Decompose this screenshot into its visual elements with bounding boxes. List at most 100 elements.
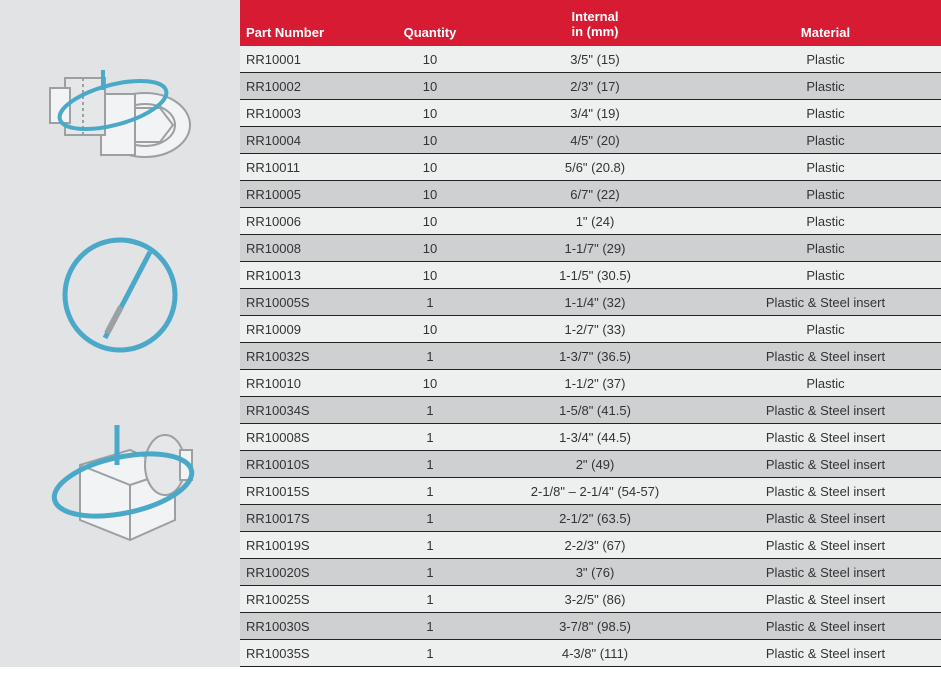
cell-part: RR10020S [240,565,380,580]
table-column: Part Number Quantity Internal in (mm) Ma… [240,0,941,667]
table-row: RR10030S13-7/8" (98.5)Plastic & Steel in… [240,613,941,640]
cell-part: RR10001 [240,52,380,67]
cell-material: Plastic [710,79,941,94]
table-body: RR10001103/5" (15)PlasticRR10002102/3" (… [240,46,941,667]
cell-internal: 1-1/2" (37) [480,376,710,391]
table-row: RR10025S13-2/5" (86)Plastic & Steel inse… [240,586,941,613]
header-internal-line2: in (mm) [486,24,704,40]
table-row: RR10004104/5" (20)Plastic [240,127,941,154]
cell-part: RR10009 [240,322,380,337]
cell-internal: 1-3/7" (36.5) [480,349,710,364]
header-material: Material [710,21,941,46]
cell-internal: 1" (24) [480,214,710,229]
cell-material: Plastic [710,52,941,67]
cell-qty: 1 [380,349,480,364]
cell-qty: 1 [380,511,480,526]
cell-part: RR10015S [240,484,380,499]
cell-qty: 10 [380,133,480,148]
table-row: RR10005S11-1/4" (32)Plastic & Steel inse… [240,289,941,316]
cell-internal: 2-1/8" – 2-1/4" (54-57) [480,484,710,499]
cell-internal: 6/7" (22) [480,187,710,202]
cell-material: Plastic [710,322,941,337]
cell-part: RR10008S [240,430,380,445]
cell-qty: 1 [380,538,480,553]
cell-internal: 3/5" (15) [480,52,710,67]
cell-internal: 1-1/5" (30.5) [480,268,710,283]
cell-qty: 1 [380,565,480,580]
cell-qty: 10 [380,268,480,283]
cell-part: RR10030S [240,619,380,634]
cell-part: RR10034S [240,403,380,418]
cell-part: RR10010S [240,457,380,472]
cell-part: RR10005S [240,295,380,310]
cell-internal: 4-3/8" (111) [480,646,710,661]
table-row: RR10011105/6" (20.8)Plastic [240,154,941,181]
cell-part: RR10017S [240,511,380,526]
cell-internal: 3-2/5" (86) [480,592,710,607]
cell-qty: 1 [380,295,480,310]
cell-internal: 4/5" (20) [480,133,710,148]
cell-qty: 10 [380,322,480,337]
table-row: RR10020S13" (76)Plastic & Steel insert [240,559,941,586]
cell-material: Plastic & Steel insert [710,403,941,418]
cell-qty: 1 [380,484,480,499]
table-row: RR10034S11-5/8" (41.5)Plastic & Steel in… [240,397,941,424]
header-qty: Quantity [380,21,480,46]
table-row: RR10013101-1/5" (30.5)Plastic [240,262,941,289]
cell-material: Plastic & Steel insert [710,565,941,580]
cell-material: Plastic [710,376,941,391]
table-row: RR10005106/7" (22)Plastic [240,181,941,208]
page-container: Part Number Quantity Internal in (mm) Ma… [0,0,941,667]
cell-internal: 1-3/4" (44.5) [480,430,710,445]
hex-ring-icon [35,410,205,560]
cell-qty: 10 [380,241,480,256]
cell-part: RR10008 [240,241,380,256]
cell-part: RR10003 [240,106,380,121]
cell-material: Plastic [710,268,941,283]
cell-material: Plastic & Steel insert [710,538,941,553]
cell-material: Plastic & Steel insert [710,619,941,634]
cell-material: Plastic & Steel insert [710,511,941,526]
header-internal: Internal in (mm) [480,5,710,46]
table-row: RR10008101-1/7" (29)Plastic [240,235,941,262]
cell-internal: 3/4" (19) [480,106,710,121]
cell-internal: 2-1/2" (63.5) [480,511,710,526]
cell-part: RR10005 [240,187,380,202]
cell-material: Plastic [710,214,941,229]
cell-qty: 1 [380,403,480,418]
cell-qty: 10 [380,160,480,175]
cell-internal: 3" (76) [480,565,710,580]
cell-part: RR10011 [240,160,380,175]
cell-qty: 10 [380,376,480,391]
table-row: RR10001103/5" (15)Plastic [240,46,941,73]
socket-ring-icon [35,40,205,180]
cell-internal: 1-2/7" (33) [480,322,710,337]
table-row: RR10019S12-2/3" (67)Plastic & Steel inse… [240,532,941,559]
cell-qty: 10 [380,187,480,202]
cell-part: RR10010 [240,376,380,391]
cell-material: Plastic & Steel insert [710,484,941,499]
table-row: RR10006101" (24)Plastic [240,208,941,235]
table-header: Part Number Quantity Internal in (mm) Ma… [240,0,941,46]
table-row: RR10002102/3" (17)Plastic [240,73,941,100]
cell-qty: 10 [380,106,480,121]
cell-material: Plastic [710,160,941,175]
table-row: RR10035S14-3/8" (111)Plastic & Steel ins… [240,640,941,667]
table-row: RR10009101-2/7" (33)Plastic [240,316,941,343]
cell-material: Plastic & Steel insert [710,349,941,364]
cell-internal: 5/6" (20.8) [480,160,710,175]
cell-qty: 10 [380,214,480,229]
cell-internal: 1-1/4" (32) [480,295,710,310]
cell-part: RR10002 [240,79,380,94]
cell-internal: 3-7/8" (98.5) [480,619,710,634]
cell-qty: 1 [380,430,480,445]
cell-material: Plastic & Steel insert [710,457,941,472]
cell-internal: 2" (49) [480,457,710,472]
cell-material: Plastic & Steel insert [710,592,941,607]
cell-material: Plastic & Steel insert [710,646,941,661]
cell-part: RR10019S [240,538,380,553]
cell-part: RR10006 [240,214,380,229]
cell-material: Plastic [710,133,941,148]
table-row: RR10008S11-3/4" (44.5)Plastic & Steel in… [240,424,941,451]
illustration-column [0,0,240,667]
